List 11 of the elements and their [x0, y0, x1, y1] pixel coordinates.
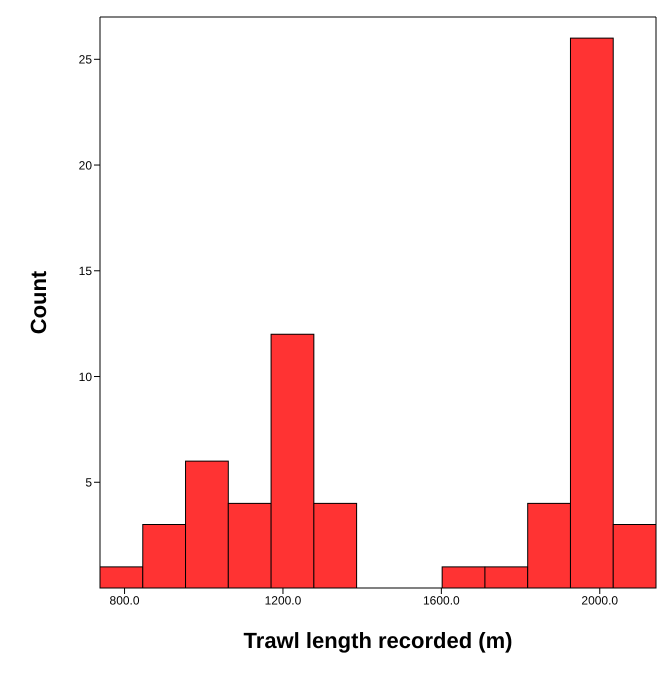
y-axis-title: Count: [26, 270, 51, 334]
y-tick-label: 25: [78, 52, 92, 67]
y-tick-label: 10: [78, 370, 92, 384]
x-tick-label: 1600.0: [423, 594, 460, 608]
y-tick-label: 5: [85, 476, 92, 490]
x-axis-title: Trawl length recorded (m): [244, 628, 512, 653]
y-tick-label: 15: [78, 264, 92, 278]
y-tick-label: 20: [78, 158, 92, 172]
x-tick-label: 800.0: [110, 594, 140, 608]
x-tick-label: 2000.0: [581, 594, 618, 608]
x-tick-label: 1200.0: [264, 594, 302, 608]
